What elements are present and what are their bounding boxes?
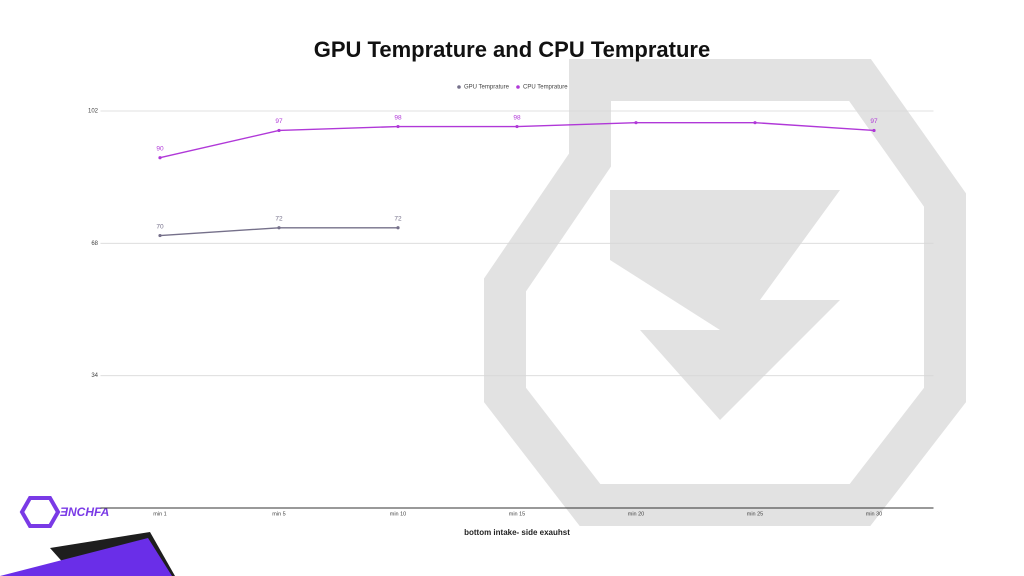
point — [277, 226, 281, 230]
legend-label: CPU Temprature — [523, 85, 568, 91]
point — [515, 124, 519, 129]
x-tick-label: min 25 — [747, 511, 764, 517]
point — [396, 226, 400, 230]
logo-icon — [19, 496, 61, 528]
x-tick-label: min 1 — [153, 511, 166, 517]
data-label: 90 — [156, 145, 164, 152]
data-label: 98 — [513, 114, 521, 121]
y-tick-label: 68 — [91, 241, 98, 247]
point — [634, 121, 638, 125]
logo-text: ƎNCHFA — [60, 505, 109, 519]
x-tick-label: min 10 — [390, 511, 407, 517]
y-tick-label: 34 — [91, 373, 98, 379]
legend-marker — [516, 85, 520, 89]
point — [872, 128, 876, 133]
point — [753, 121, 757, 125]
point — [158, 233, 162, 238]
x-tick-label: min 5 — [272, 511, 285, 517]
logo: ƎNCHFA — [19, 496, 109, 528]
chart-title: GPU Temprature and CPU Temprature — [314, 37, 710, 62]
x-tick-label: min 15 — [509, 511, 526, 517]
data-label: 72 — [275, 215, 283, 222]
point — [396, 124, 400, 129]
x-axis-title: bottom intake- side exauhst — [464, 528, 570, 537]
legend-marker — [457, 85, 461, 89]
corner-purple — [0, 538, 172, 576]
data-label: 98 — [394, 114, 402, 121]
data-label: 97 — [870, 118, 878, 125]
data-label: 97 — [275, 118, 283, 125]
x-tick-label: min 30 — [866, 511, 883, 517]
data-label: 72 — [394, 215, 402, 222]
data-label: 70 — [156, 223, 164, 230]
watermark — [484, 59, 966, 526]
legend-label: GPU Temprature — [464, 85, 510, 91]
x-tick-label: min 20 — [628, 511, 645, 517]
point — [158, 156, 162, 160]
point — [277, 128, 281, 133]
y-tick-label: 102 — [88, 109, 99, 115]
